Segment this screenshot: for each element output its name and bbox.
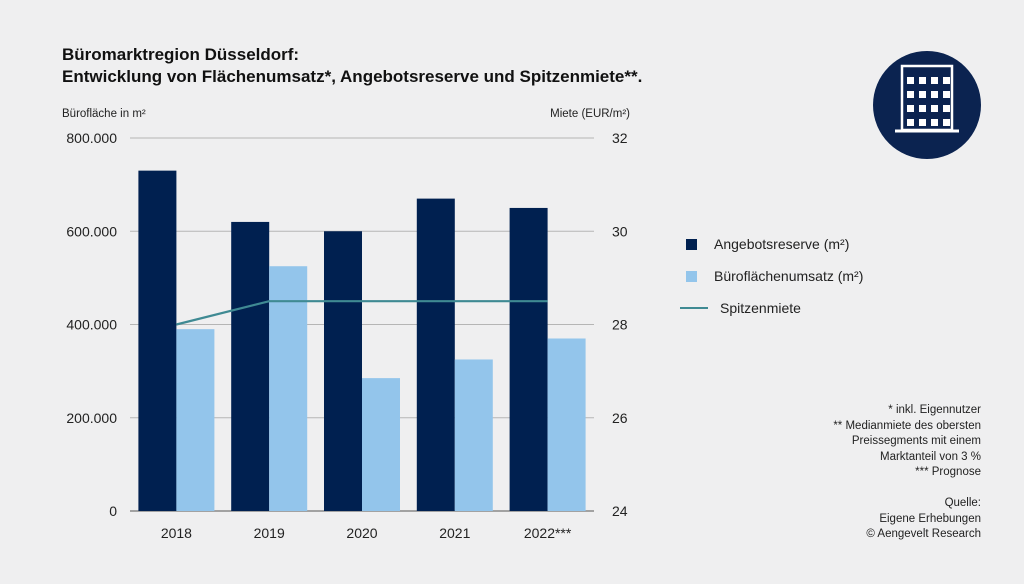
legend-swatch-spitzenmiete [680,307,708,309]
legend-item-angebotsreserve: Angebotsreserve (m²) [684,228,863,260]
legend-item-umsatz: Büroflächenumsatz (m²) [684,260,863,292]
legend: Angebotsreserve (m²) Büroflächenumsatz (… [680,228,863,324]
y-tick-right: 28 [612,317,628,333]
footnote-5: *** Prognose [915,466,981,478]
bar-umsatz [269,266,308,511]
legend-swatch-umsatz [686,270,697,282]
source-label: Quelle: [944,497,981,509]
x-tick-label: 2022*** [524,525,572,541]
footnote-1: * inkl. Eigennutzer [888,404,981,416]
bar-umsatz [454,359,493,511]
source-line-2: © Aengevelt Research [866,528,981,540]
bar-angebotsreserve [324,231,362,511]
y-tick-left: 0 [109,503,117,519]
legend-label-umsatz: Büroflächenumsatz (m²) [714,268,864,284]
legend-label-spitzenmiete: Spitzenmiete [720,300,801,316]
y-axis-right-title: Miete (EUR/m²) [550,108,630,120]
x-tick-label: 2019 [254,525,285,541]
bar-angebotsreserve [138,170,177,511]
office-building-icon [873,51,981,159]
y-tick-right: 32 [612,130,628,146]
x-tick-label: 2020 [346,525,377,541]
source-line-1: Eigene Erhebungen [879,512,981,525]
bar-umsatz [362,378,400,511]
title-line-2: Entwicklung von Flächenumsatz*, Angebots… [62,67,643,86]
bar-angebotsreserve [231,221,270,512]
y-axis-left-title: Bürofläche in m² [62,108,146,120]
y-tick-left: 200.000 [66,410,117,426]
y-tick-right: 24 [612,503,628,519]
legend-item-spitzenmiete: Spitzenmiete [680,292,863,324]
right-tick-labels: 24 26 28 30 32 [612,130,628,519]
x-tick-labels: 2018 2019 2020 2021 2022*** [161,525,572,541]
chart-title: Büromarktregion Düsseldorf: Entwicklung … [62,44,642,88]
x-tick-label: 2021 [439,525,470,541]
bar-umsatz [547,338,586,511]
footnote-3: Preissegments mit einem [851,435,981,447]
y-tick-left: 600.000 [66,223,117,239]
footnote-2: ** Medianmiete des obersten [833,419,981,432]
y-tick-left: 400.000 [66,317,117,333]
footnote-4: Marktanteil von 3 % [880,450,981,463]
rent-line [176,300,548,326]
y-tick-right: 26 [612,410,628,426]
legend-label-angebotsreserve: Angebotsreserve (m²) [714,236,850,252]
bar-angebotsreserve [416,198,455,512]
legend-swatch-angebotsreserve [686,238,697,250]
y-tick-right: 30 [612,223,628,239]
left-tick-labels: 0 200.000 400.000 600.000 800.000 [66,130,117,519]
y-tick-left: 800.000 [66,130,117,146]
bar-umsatz [176,329,215,511]
bar-angebotsreserve [509,207,548,511]
footnotes: * inkl. Eigennutzer ** Medianmiete des o… [833,403,981,543]
bars [138,170,586,512]
x-tick-label: 2018 [161,525,192,541]
title-line-1: Büromarktregion Düsseldorf: [62,45,300,64]
